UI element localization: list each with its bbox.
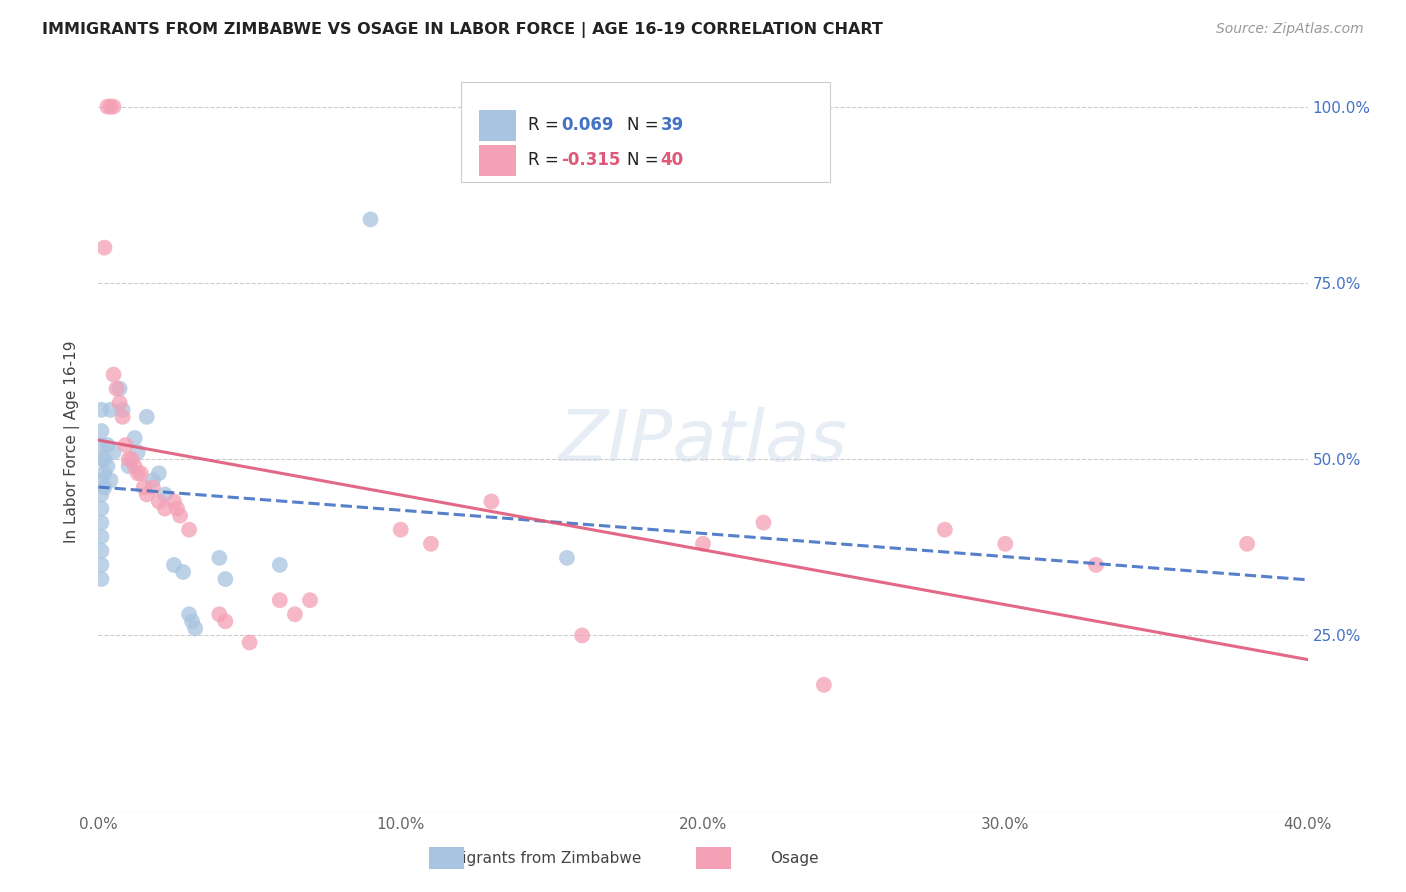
Point xyxy=(269,593,291,607)
Point xyxy=(239,635,262,649)
Point xyxy=(90,452,112,467)
Point xyxy=(96,438,118,452)
Text: R =: R = xyxy=(527,117,564,135)
Point xyxy=(181,615,204,629)
Text: ZIPatlas: ZIPatlas xyxy=(558,407,848,476)
Point xyxy=(135,409,157,424)
Text: 40: 40 xyxy=(661,152,683,169)
Point xyxy=(93,241,115,255)
Point xyxy=(121,452,143,467)
Point xyxy=(90,473,112,487)
Point xyxy=(1236,537,1258,551)
Point xyxy=(90,558,112,572)
Text: -0.315: -0.315 xyxy=(561,152,621,169)
Y-axis label: In Labor Force | Age 16-19: In Labor Force | Age 16-19 xyxy=(63,340,80,543)
Point xyxy=(100,473,122,487)
Point xyxy=(90,544,112,558)
Point xyxy=(93,467,115,481)
Point xyxy=(90,572,112,586)
Point xyxy=(555,550,578,565)
Point xyxy=(118,452,141,467)
Point xyxy=(90,424,112,438)
Point xyxy=(127,445,149,459)
Point xyxy=(114,438,136,452)
Point xyxy=(208,607,231,622)
Point xyxy=(420,537,443,551)
Point xyxy=(153,487,176,501)
Point xyxy=(118,459,141,474)
Point xyxy=(111,409,134,424)
Point xyxy=(90,501,112,516)
Point xyxy=(214,615,236,629)
Point xyxy=(172,565,194,579)
Bar xyxy=(479,145,516,176)
Point xyxy=(96,100,118,114)
Point xyxy=(148,494,170,508)
Point xyxy=(208,550,231,565)
Text: R =: R = xyxy=(527,152,564,169)
Point xyxy=(93,480,115,494)
Bar xyxy=(479,110,516,141)
Point xyxy=(96,459,118,474)
Text: Osage: Osage xyxy=(770,851,818,865)
Point xyxy=(108,382,131,396)
Point xyxy=(90,516,112,530)
Point xyxy=(184,621,207,635)
Point xyxy=(169,508,191,523)
Point xyxy=(153,501,176,516)
Point xyxy=(100,402,122,417)
Point xyxy=(90,438,112,452)
Point xyxy=(269,558,291,572)
Point xyxy=(163,558,186,572)
Point xyxy=(360,212,382,227)
Point xyxy=(179,523,201,537)
Text: N =: N = xyxy=(627,117,664,135)
Point xyxy=(90,402,112,417)
Point xyxy=(103,100,125,114)
Point xyxy=(481,494,503,508)
Point xyxy=(90,487,112,501)
Point xyxy=(132,480,155,494)
Point xyxy=(100,100,122,114)
FancyBboxPatch shape xyxy=(461,82,830,183)
Point xyxy=(163,494,186,508)
Text: Source: ZipAtlas.com: Source: ZipAtlas.com xyxy=(1216,22,1364,37)
Point xyxy=(994,537,1017,551)
Point xyxy=(103,368,125,382)
Text: 0.069: 0.069 xyxy=(561,117,614,135)
Point xyxy=(129,467,152,481)
Point xyxy=(571,628,593,642)
Point xyxy=(934,523,956,537)
Point xyxy=(179,607,201,622)
Point xyxy=(93,452,115,467)
Text: N =: N = xyxy=(627,152,664,169)
Point xyxy=(142,473,165,487)
Point xyxy=(214,572,236,586)
Point xyxy=(90,530,112,544)
Point xyxy=(299,593,322,607)
Point xyxy=(135,487,157,501)
Point xyxy=(166,501,188,516)
Point xyxy=(148,467,170,481)
Text: Immigrants from Zimbabwe: Immigrants from Zimbabwe xyxy=(427,851,641,865)
Point xyxy=(111,402,134,417)
Point xyxy=(108,396,131,410)
Point xyxy=(124,431,146,445)
Point xyxy=(813,678,835,692)
Point xyxy=(389,523,412,537)
Point xyxy=(127,467,149,481)
Point xyxy=(103,445,125,459)
Text: IMMIGRANTS FROM ZIMBABWE VS OSAGE IN LABOR FORCE | AGE 16-19 CORRELATION CHART: IMMIGRANTS FROM ZIMBABWE VS OSAGE IN LAB… xyxy=(42,22,883,38)
Point xyxy=(284,607,307,622)
Point xyxy=(142,480,165,494)
Point xyxy=(105,382,128,396)
Point xyxy=(1085,558,1108,572)
Point xyxy=(692,537,714,551)
Point xyxy=(752,516,775,530)
Point xyxy=(124,459,146,474)
Text: 39: 39 xyxy=(661,117,683,135)
